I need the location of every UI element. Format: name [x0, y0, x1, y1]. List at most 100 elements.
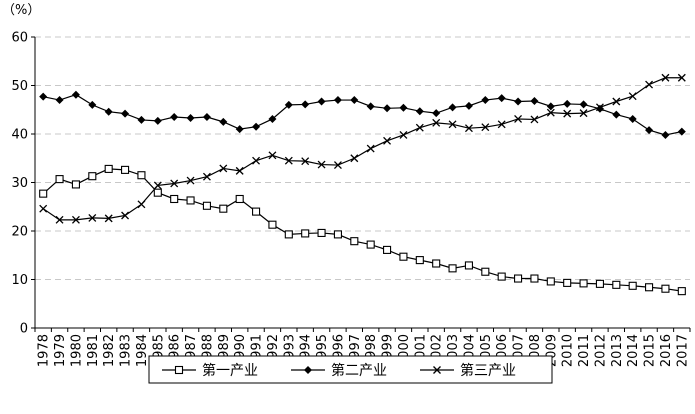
data-point-diamond — [252, 122, 261, 131]
data-point-cross — [612, 97, 621, 106]
x-tick-label: 1979 — [53, 334, 68, 367]
data-point-cross — [284, 156, 293, 165]
x-tick-label: 1983 — [119, 334, 134, 367]
data-point-diamond — [88, 100, 97, 109]
data-point-square — [366, 240, 375, 249]
data-point-cross — [645, 80, 654, 89]
y-axis-ticks: 0 10 20 30 40 50 60 — [11, 31, 35, 337]
data-point-diamond — [333, 96, 342, 105]
data-point-cross — [170, 179, 179, 188]
data-point-diamond — [235, 125, 244, 134]
data-point-diamond — [677, 127, 686, 136]
x-tick-label: 2017 — [675, 334, 690, 367]
data-point-cross — [661, 73, 670, 82]
x-tick-label: 2016 — [659, 334, 674, 367]
data-point-diamond — [121, 109, 130, 118]
series-primary-industry — [39, 164, 686, 296]
data-point-square — [301, 229, 310, 238]
data-point-square — [579, 279, 588, 288]
data-point-diamond — [514, 97, 523, 106]
data-point-square — [153, 188, 162, 197]
y-tick-label: 20 — [11, 225, 28, 240]
x-tick-label: 2013 — [610, 334, 625, 367]
series-line — [43, 94, 682, 136]
data-point-square — [284, 230, 293, 239]
data-point-cross — [448, 120, 457, 129]
data-point-square — [563, 278, 572, 287]
data-point-square — [645, 283, 654, 292]
data-point-cross — [39, 204, 48, 213]
data-series — [39, 73, 686, 296]
data-point-cross — [333, 161, 342, 169]
y-tick-label: 0 — [20, 322, 28, 337]
data-point-square — [399, 252, 408, 261]
y-tick-label: 30 — [11, 176, 28, 191]
data-point-diamond — [39, 92, 48, 101]
y-tick-label: 10 — [11, 273, 28, 288]
data-point-diamond — [628, 114, 637, 123]
data-point-cross — [514, 115, 523, 123]
data-point-diamond — [464, 101, 473, 110]
data-point-square — [235, 194, 244, 204]
series-line — [42, 77, 682, 221]
data-point-square — [612, 280, 621, 289]
x-tick-label: 2015 — [643, 334, 658, 367]
data-point-diamond — [104, 107, 113, 116]
data-point-cross — [104, 214, 113, 223]
data-point-cross — [433, 366, 441, 374]
data-point-square — [186, 196, 195, 205]
series-secondary-industry — [39, 90, 686, 139]
data-point-diamond — [383, 104, 392, 113]
data-point-square — [174, 365, 184, 375]
data-point-square — [677, 287, 686, 296]
data-point-cross — [628, 92, 637, 101]
data-point-square — [628, 281, 637, 290]
data-point-diamond — [301, 100, 310, 109]
data-point-square — [481, 267, 490, 276]
data-point-cross — [383, 136, 392, 145]
data-point-square — [595, 279, 604, 288]
data-point-square — [464, 261, 473, 270]
data-point-square — [55, 175, 64, 184]
data-point-square — [514, 274, 523, 283]
x-tick-label: 1984 — [135, 334, 150, 367]
x-tick-label: 1982 — [102, 334, 117, 367]
data-point-cross — [252, 156, 261, 165]
data-point-cross — [481, 123, 490, 132]
data-point-diamond — [579, 100, 588, 109]
data-point-cross — [497, 120, 506, 129]
data-point-diamond — [366, 102, 375, 111]
data-point-diamond — [612, 110, 621, 119]
data-point-cross — [301, 157, 310, 166]
data-point-cross — [235, 166, 244, 175]
x-tick-label: 2014 — [626, 334, 641, 367]
data-point-cross — [317, 160, 326, 169]
data-point-cross — [579, 109, 588, 118]
y-tick-label: 50 — [11, 79, 28, 94]
axes — [34, 37, 690, 329]
data-point-cross — [219, 164, 228, 173]
data-point-square — [530, 274, 539, 283]
legend-box — [148, 355, 553, 384]
data-point-diamond — [284, 100, 293, 109]
legend-item-secondary-industry: 第二产业 — [291, 362, 387, 379]
data-point-diamond — [497, 94, 506, 103]
data-point-square — [661, 284, 670, 293]
data-point-square — [71, 180, 80, 189]
data-point-square — [202, 201, 211, 210]
data-point-diamond — [661, 130, 670, 139]
data-point-diamond — [645, 126, 654, 135]
data-point-diamond — [202, 113, 211, 122]
legend-label: 第三产业 — [460, 362, 516, 379]
data-point-cross — [202, 172, 211, 181]
data-point-diamond — [153, 116, 162, 125]
data-point-diamond — [546, 102, 555, 111]
data-point-square — [39, 189, 48, 198]
data-point-square — [333, 230, 342, 239]
data-point-square — [268, 220, 277, 229]
data-point-diamond — [55, 96, 64, 105]
data-point-diamond — [481, 96, 490, 105]
data-point-cross — [55, 215, 64, 224]
x-tick-label: 1981 — [86, 334, 101, 367]
data-point-square — [383, 245, 392, 254]
